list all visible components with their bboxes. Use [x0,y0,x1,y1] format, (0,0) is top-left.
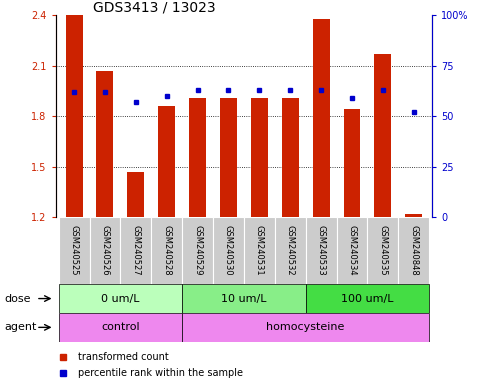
Bar [213,217,244,284]
Bar [275,217,306,284]
Text: transformed count: transformed count [78,351,169,362]
Text: 10 um/L: 10 um/L [221,293,267,304]
Text: dose: dose [5,293,31,304]
Text: GSM240535: GSM240535 [378,225,387,276]
Bar [189,98,206,217]
Text: GSM240530: GSM240530 [224,225,233,276]
Bar [282,98,298,217]
Bar [58,313,182,342]
Bar [158,106,175,217]
Text: GSM240527: GSM240527 [131,225,141,276]
Text: GSM240529: GSM240529 [193,225,202,276]
Bar [337,217,368,284]
Text: percentile rank within the sample: percentile rank within the sample [78,368,243,379]
Bar [97,71,114,217]
Bar [398,217,429,284]
Bar [151,217,182,284]
Text: GSM240526: GSM240526 [100,225,110,276]
Bar [128,172,144,217]
Text: GSM240533: GSM240533 [317,225,326,276]
Bar [182,217,213,284]
Bar [58,284,182,313]
Text: GSM240848: GSM240848 [409,225,418,276]
Text: GSM240534: GSM240534 [347,225,356,276]
Text: homocysteine: homocysteine [267,322,345,333]
Text: GSM240531: GSM240531 [255,225,264,276]
Bar [58,217,89,284]
Text: 100 um/L: 100 um/L [341,293,394,304]
Bar [306,284,429,313]
Bar [368,217,398,284]
Bar [251,98,268,217]
Bar [220,98,237,217]
Text: agent: agent [5,322,37,333]
Text: 0 um/L: 0 um/L [101,293,140,304]
Bar [244,217,275,284]
Bar [182,313,429,342]
Bar [306,217,337,284]
Bar [405,214,422,217]
Text: GSM240532: GSM240532 [286,225,295,276]
Bar [89,217,120,284]
Bar [182,284,306,313]
Text: control: control [101,322,140,333]
Bar [313,19,329,217]
Text: GSM240525: GSM240525 [70,225,79,276]
Bar [66,15,83,217]
Text: GSM240528: GSM240528 [162,225,171,276]
Bar [120,217,151,284]
Bar [343,109,360,217]
Bar [374,54,391,217]
Text: GDS3413 / 13023: GDS3413 / 13023 [93,0,216,14]
